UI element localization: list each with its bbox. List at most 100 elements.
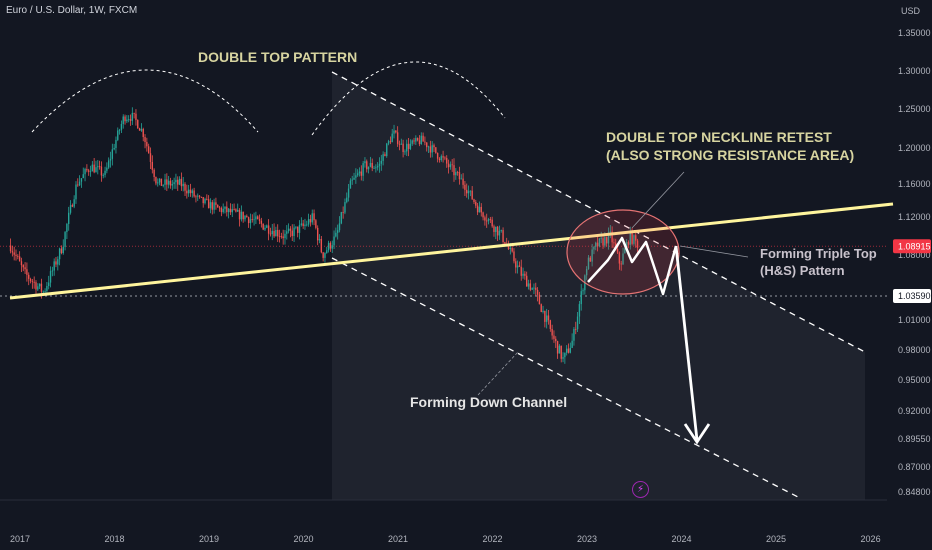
- candle-body: [153, 169, 155, 178]
- candle-body: [411, 140, 413, 144]
- candle-body: [231, 209, 233, 213]
- candle-body: [186, 190, 188, 194]
- candle-body: [177, 179, 179, 185]
- price-badge: [893, 239, 931, 254]
- candle-body: [215, 202, 217, 205]
- x-tick-label: 2018: [105, 534, 125, 544]
- candle-body: [364, 161, 366, 164]
- candle-body: [38, 283, 41, 287]
- candle-body: [493, 226, 495, 232]
- candle-body: [58, 248, 61, 260]
- candle-body: [531, 288, 533, 290]
- channel-upper-line: [331, 71, 866, 353]
- candle-body: [240, 211, 243, 220]
- candle-body: [565, 348, 568, 353]
- lightning-icon[interactable]: ⚡: [632, 481, 649, 498]
- candle-body: [227, 208, 230, 213]
- candle-body: [393, 130, 395, 134]
- price-axis[interactable]: USD 1.35000 1.30000 1.25000 1.20000 1.16000 1.…: [893, 6, 931, 497]
- candle-body: [218, 207, 221, 209]
- candle-body: [355, 175, 357, 178]
- candle-body: [589, 257, 592, 262]
- candle-body: [271, 230, 273, 235]
- candle-body: [269, 233, 272, 235]
- candle-body: [68, 212, 70, 224]
- candle-body: [251, 219, 253, 220]
- candle-body: [431, 145, 433, 153]
- candle-body: [118, 129, 121, 131]
- candle-body: [202, 197, 204, 204]
- label-neckline-1: DOUBLE TOP NECKLINE RETEST: [606, 129, 832, 145]
- candle-body: [160, 178, 163, 186]
- candle-body: [255, 216, 257, 220]
- candle-body: [155, 177, 157, 184]
- candle-body: [491, 219, 493, 227]
- candle-body: [98, 166, 101, 168]
- candle-body: [551, 328, 553, 336]
- candle-body: [438, 158, 441, 161]
- candle-body: [453, 165, 455, 176]
- candle-body: [166, 179, 168, 185]
- neckline-callout-line: [631, 171, 685, 229]
- candle-body: [580, 291, 582, 305]
- candle-body: [427, 146, 430, 148]
- candle-body: [400, 143, 402, 145]
- candle-body: [131, 112, 134, 121]
- candle-body: [522, 273, 524, 276]
- candle-body: [504, 242, 506, 246]
- candle-body: [396, 132, 399, 144]
- candle-body: [609, 231, 611, 233]
- candle-body: [197, 195, 199, 197]
- candle-body: [193, 190, 195, 197]
- candle-body: [547, 315, 550, 321]
- currency-label: USD: [901, 6, 921, 16]
- candle-body: [447, 163, 450, 168]
- candle-body: [17, 255, 19, 257]
- candle-body: [631, 231, 633, 244]
- candle-body: [233, 209, 235, 210]
- candle-body: [226, 206, 228, 213]
- candle-body: [217, 204, 219, 208]
- candle-body: [278, 236, 281, 238]
- candle-body: [387, 141, 390, 144]
- candle-body: [358, 171, 361, 174]
- candle-body: [560, 345, 562, 359]
- y-tick-label: 1.30000: [898, 66, 931, 76]
- y-tick-label: 1.35000: [898, 28, 931, 38]
- candle-body: [567, 348, 570, 353]
- candle-body: [86, 169, 88, 171]
- candle-body: [289, 228, 292, 231]
- y-tick-label: 0.89550: [898, 434, 931, 444]
- candle-body: [486, 220, 488, 222]
- candle-body: [507, 245, 510, 249]
- candle-body: [353, 177, 355, 180]
- candle-body: [171, 184, 173, 186]
- candle-body: [37, 286, 39, 290]
- candle-body: [137, 120, 139, 129]
- candle-body: [53, 261, 55, 271]
- price-badge: [893, 288, 931, 303]
- x-tick-label: 2022: [483, 534, 503, 544]
- candle-body: [471, 190, 473, 200]
- candle-body: [15, 254, 17, 256]
- candle-body: [440, 156, 442, 161]
- y-tick-label: 1.16000: [898, 179, 931, 189]
- candle-body: [604, 237, 606, 246]
- x-tick-label: 2024: [672, 534, 692, 544]
- candle-body: [304, 224, 306, 226]
- time-axis[interactable]: 2017 2018 2019 2020 2021 2022 2023 2024 2025 2026: [10, 534, 881, 544]
- candle-body: [329, 242, 332, 249]
- candle-body: [327, 242, 330, 251]
- candle-body: [315, 220, 317, 228]
- candle-body: [106, 167, 108, 171]
- candle-body: [349, 180, 352, 189]
- candle-body: [97, 166, 99, 168]
- candle-body: [395, 130, 397, 133]
- candle-body: [113, 147, 115, 150]
- candle-body: [266, 225, 268, 228]
- candle-body: [293, 227, 295, 237]
- candle-body: [260, 220, 263, 224]
- projection-path: [587, 236, 678, 296]
- candle-body: [544, 310, 546, 322]
